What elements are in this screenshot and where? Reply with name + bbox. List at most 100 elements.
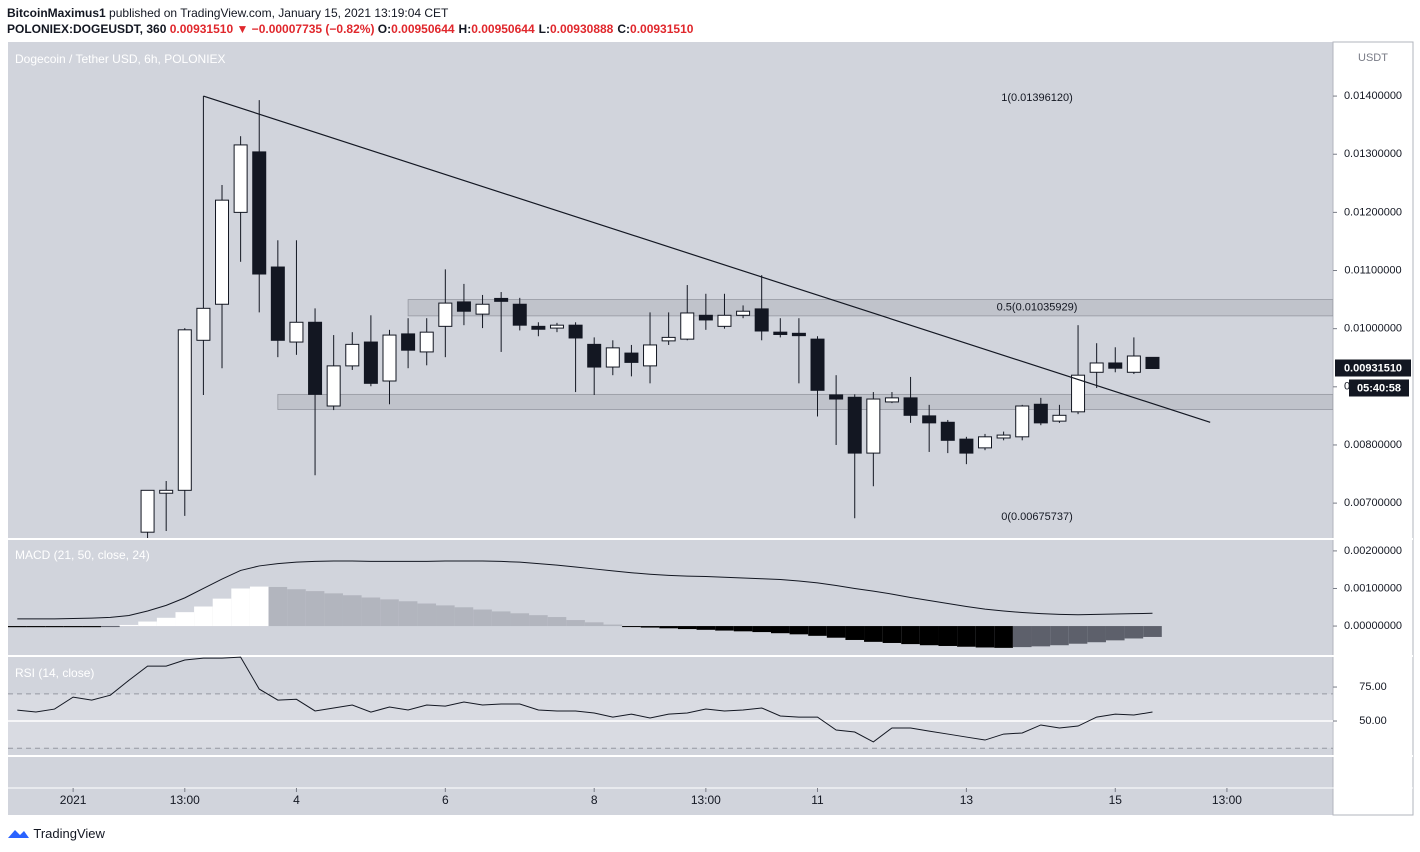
candle-body [438,302,453,327]
y-tick-label: 0.00200000 [1344,545,1402,557]
candle-body [605,347,620,368]
macd-bar [1031,626,1051,647]
ohlc-value: 0.00950644 [391,22,455,36]
candle-body [233,144,248,213]
candle-body [791,332,806,337]
macd-bar [640,626,660,628]
change: ▼ −0.00007735 (−0.82%) [236,22,375,36]
author: BitcoinMaximus1 [7,6,106,20]
x-tick-label: 2021 [60,793,87,807]
candle-body [382,334,397,382]
candle-body [531,325,546,330]
x-tick-label: 8 [591,793,598,807]
macd-bar [26,626,46,628]
candle-body [363,341,378,384]
macd-bar [212,598,232,627]
candle-body [494,297,509,302]
macd-bar [1105,626,1125,641]
candle-body [177,329,192,491]
macd-bar [138,621,157,627]
candle-body [978,436,993,449]
countdown: 05:40:58 [1357,382,1401,394]
macd-bar [473,609,492,627]
macd-bar [547,617,567,627]
macd-bar [175,612,195,627]
fib-label: 1(0.01396120) [1001,92,1073,104]
y-tick-label: 0.01200000 [1344,206,1402,218]
ohlc-label: C: [617,22,631,36]
candle-body [587,343,602,368]
candle-body [922,415,937,424]
candle-body [289,321,304,343]
macd-bar [1068,626,1088,644]
x-tick-label: 4 [293,793,300,807]
macd-bar [975,626,995,648]
rsi-title: RSI (14, close) [15,666,94,680]
y-tick-label: 0.00800000 [1344,439,1402,451]
y-tick-label: 0.00100000 [1344,582,1402,594]
y-tick-label: 75.00 [1359,681,1387,693]
macd-bar [864,626,883,642]
zone [407,299,1333,317]
price-axis [1332,41,1414,816]
ohlc-label: O: [377,22,392,36]
ohlc: O:0.00950644 H:0.00950644 L:0.00930888 C:0.… [378,22,698,36]
x-tick-label: 13:00 [170,793,200,807]
y-tick-label: 0.01100000 [1344,264,1401,276]
y-tick-label: 0.00700000 [1344,497,1402,509]
candle-body [643,344,658,367]
ohlc-value: 0.00930888 [549,22,614,36]
macd-bar [380,599,399,627]
candle-body [959,438,974,454]
macd-bar [82,626,102,628]
candle-body [829,394,844,400]
chart-title: Dogecoin / Tether USD, 6h, POLONIEX [15,52,226,66]
macd-bar [789,626,809,635]
macd-line [17,560,1153,620]
zone [277,393,1333,410]
candle-body [345,343,360,367]
candle-body [568,324,583,339]
candle-body [661,336,676,342]
macd-bar [8,626,27,628]
candle-body [1015,405,1030,438]
macd-bar [826,626,846,638]
ticker-line: POLONIEX:DOGEUSDT, 360 0.00931510 ▼ −0.0… [7,22,697,36]
candle-body [401,333,416,351]
candle-body [252,151,267,275]
macd-bar [752,626,771,633]
macd-title: MACD (21, 50, close, 24) [15,548,150,562]
macd-bar [305,591,325,627]
ohlc-value: 0.00931510 [630,22,694,36]
macd-bar [808,626,827,636]
candle-body [326,365,341,407]
macd-bar [268,586,288,627]
macd-bar [249,586,269,627]
x-tick-label: 15 [1109,793,1123,807]
macd-bar [677,626,697,630]
price-pane: 1(0.01396120) 0.5(0.01035929) 0(0.00675737… [140,92,1333,538]
fib-label: 0(0.00675737) [1001,511,1073,523]
macd-bar [45,626,64,628]
candle-body [1145,356,1160,369]
fib-label: 0.5(0.01035929) [997,302,1078,314]
footer: TradingView [8,826,105,841]
y-tick-label: 0.01000000 [1344,323,1402,335]
macd-bar [696,626,716,630]
candle-body [456,301,471,312]
macd-bar [417,603,437,627]
candle-body [1108,362,1123,369]
candle-body [1071,374,1086,413]
macd-bar [529,615,548,627]
candle-body [1089,362,1104,373]
candle-body [1126,355,1141,373]
axis-unit: USDT [1358,52,1388,64]
countdown-tag [1349,379,1409,397]
macd-bar [287,589,306,627]
candle-body [512,303,527,326]
y-tick-label: 0.00000000 [1344,620,1402,632]
macd-bar [845,626,865,640]
macd-bar [119,624,139,627]
